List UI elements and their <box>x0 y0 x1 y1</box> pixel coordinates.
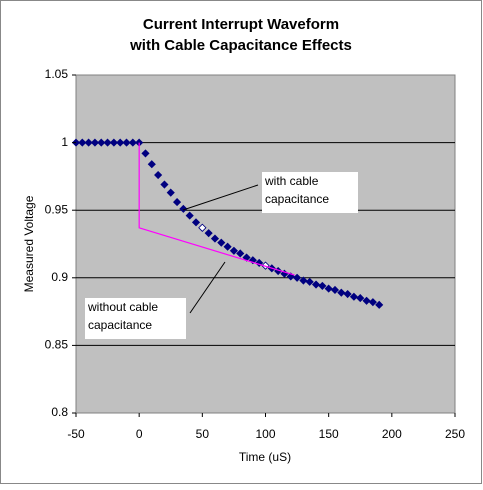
data-point <box>223 242 232 251</box>
data-point <box>109 138 118 147</box>
data-point <box>122 138 131 147</box>
data-point <box>337 288 346 297</box>
data-point <box>103 138 112 147</box>
data-point <box>305 277 314 286</box>
data-point <box>299 276 308 285</box>
series-line <box>138 142 295 276</box>
data-point <box>160 180 169 189</box>
x-tick-label: 100 <box>255 427 275 441</box>
data-point <box>311 280 321 289</box>
data-point <box>293 273 302 282</box>
data-point <box>375 300 384 309</box>
data-point <box>84 138 93 147</box>
data-point <box>141 149 150 158</box>
x-tick-label: 200 <box>382 427 402 441</box>
y-tick-label: 1.05 <box>45 67 69 81</box>
data-point <box>236 249 245 258</box>
plot-area <box>75 74 456 414</box>
data-point <box>166 188 175 197</box>
annotation-text: capacitance <box>88 318 152 332</box>
data-point <box>198 223 207 232</box>
data-point <box>173 198 182 207</box>
x-tick-label: -50 <box>67 427 85 441</box>
y-tick-label: 0.8 <box>51 405 68 419</box>
data-point <box>179 204 188 213</box>
data-point <box>78 138 87 147</box>
annotation-text: without cable <box>87 300 158 314</box>
data-point <box>128 138 137 147</box>
data-point <box>204 229 213 238</box>
leader-line <box>189 261 226 314</box>
data-point <box>185 211 194 220</box>
annotation-box <box>85 298 186 339</box>
x-tick-label: 50 <box>196 427 210 441</box>
data-point <box>324 284 333 293</box>
plot <box>71 138 455 346</box>
y-tick-label: 0.95 <box>45 202 69 216</box>
x-tick-label: 0 <box>136 427 143 441</box>
data-point <box>330 285 340 295</box>
data-point <box>191 218 201 227</box>
y-axis-label: Measured Voltage <box>22 195 36 292</box>
data-point <box>362 296 371 305</box>
data-point <box>154 170 163 180</box>
data-point <box>343 289 352 299</box>
data-point <box>147 160 156 169</box>
data-point <box>368 298 377 307</box>
annotation-box <box>262 172 358 213</box>
data-point <box>210 234 220 243</box>
data-point <box>356 294 365 303</box>
x-tick-label: 250 <box>445 427 465 441</box>
annotation-text: capacitance <box>265 192 329 206</box>
data-point <box>318 281 327 290</box>
annotation-text: with cable <box>264 174 319 188</box>
x-axis-label: Time (uS) <box>239 450 291 464</box>
y-tick-label: 1 <box>61 135 68 149</box>
data-point <box>229 246 238 255</box>
chart-title: Current Interrupt Waveform <box>143 16 339 33</box>
leader-line <box>182 184 259 211</box>
data-point <box>217 238 226 247</box>
data-point <box>90 138 100 147</box>
x-tick-label: 150 <box>319 427 339 441</box>
data-point <box>349 292 358 301</box>
chart-title: with Cable Capacitance Effects <box>129 37 352 54</box>
annotations: with cable capacitance without cable capaci… <box>85 172 358 339</box>
y-tick-label: 0.9 <box>51 270 68 284</box>
y-tick-label: 0.85 <box>45 338 69 352</box>
data-point <box>97 138 106 147</box>
data-point <box>116 138 125 147</box>
